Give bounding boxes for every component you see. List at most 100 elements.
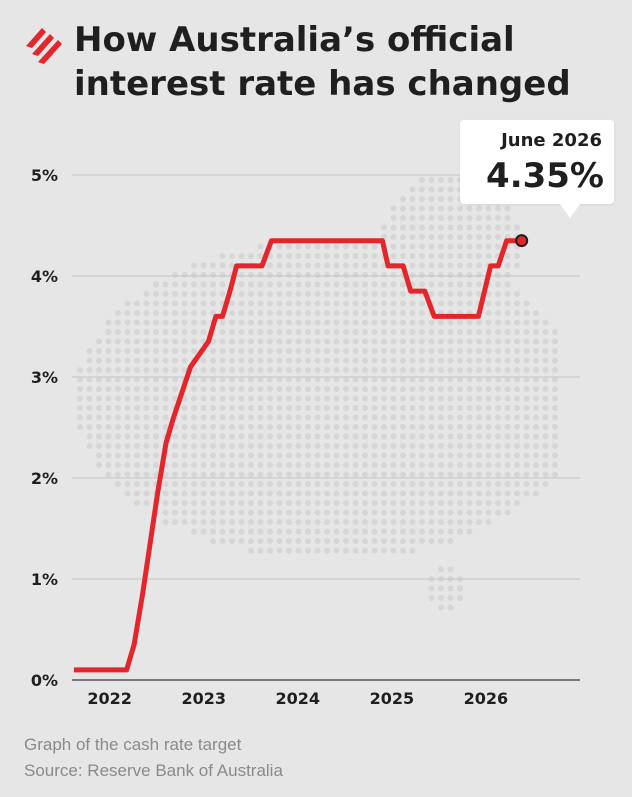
map-dot [447, 196, 454, 202]
map-dot [200, 395, 207, 402]
map-dot [200, 300, 207, 307]
map-dot [124, 357, 131, 364]
map-dot [257, 500, 264, 506]
map-dot [333, 367, 340, 373]
map-dot [495, 243, 501, 250]
map-dot [381, 376, 387, 383]
map-dot [400, 538, 406, 544]
map-dot [476, 281, 482, 288]
map-dot [172, 433, 178, 440]
map-dot [514, 452, 520, 459]
map-dot [390, 395, 397, 402]
map-dot [438, 433, 444, 440]
map-dot [257, 253, 264, 259]
map-dot [305, 481, 311, 487]
map-dot [96, 395, 102, 402]
map-dot [286, 414, 292, 421]
map-dot [153, 395, 159, 402]
map-dot [476, 471, 482, 478]
map-dot [276, 509, 283, 516]
map-dot [504, 433, 511, 440]
map-dot [219, 490, 226, 497]
map-dot [191, 528, 197, 535]
map-dot [447, 509, 454, 516]
map-dot [466, 329, 473, 335]
map-dot [438, 224, 444, 231]
map-dot [343, 424, 349, 430]
map-dot [390, 310, 397, 316]
map-dot [352, 462, 359, 468]
map-dot [409, 481, 416, 487]
map-dot [447, 604, 454, 611]
map-dot [504, 281, 511, 288]
map-dot [115, 424, 121, 430]
map-dot [371, 462, 378, 468]
map-dot [419, 338, 425, 345]
map-dot [352, 253, 359, 259]
map-dot [438, 300, 444, 307]
map-dot [248, 471, 254, 478]
map-dot [219, 519, 226, 525]
map-dot [115, 367, 121, 373]
map-dot [229, 329, 235, 335]
map-dot [181, 348, 188, 354]
map-dot [238, 338, 245, 345]
y-tick-label: 4% [31, 267, 58, 286]
map-dot [238, 329, 245, 335]
map-dot [305, 319, 311, 326]
map-dot [552, 376, 558, 383]
map-dot [447, 357, 454, 364]
map-dot [438, 500, 444, 506]
map-dot [371, 528, 378, 535]
map-dot [286, 547, 292, 554]
map-dot [485, 329, 492, 335]
map-dot [390, 215, 397, 221]
map-dot [362, 471, 368, 478]
map-dot [533, 357, 539, 364]
map-dot [77, 367, 83, 373]
map-dot [409, 538, 416, 544]
map-dot [457, 272, 463, 278]
map-dot [485, 348, 492, 354]
map-dot [333, 281, 340, 288]
map-dot [229, 405, 235, 411]
map-dot [276, 291, 283, 297]
map-dot [457, 500, 463, 506]
map-dot [362, 500, 368, 506]
map-dot [257, 490, 264, 497]
map-dot [514, 471, 520, 478]
map-dot [162, 509, 169, 516]
map-dot [352, 490, 359, 497]
map-dot [333, 414, 340, 421]
map-dot [238, 481, 245, 487]
map-dot [428, 452, 435, 459]
map-dot [428, 595, 435, 601]
map-dot [181, 319, 188, 326]
map-dot [381, 281, 387, 288]
map-dot [533, 376, 539, 383]
map-dot [324, 405, 330, 411]
map-dot [162, 386, 169, 392]
map-dot [248, 272, 254, 278]
map-dot [162, 319, 169, 326]
map-dot [286, 500, 292, 506]
map-dot [371, 310, 378, 316]
map-dot [324, 253, 330, 259]
map-dot [210, 481, 216, 487]
map-dot [476, 519, 482, 525]
map-dot [229, 528, 235, 535]
map-dot [314, 424, 321, 430]
map-dot [485, 300, 492, 307]
map-dot [400, 519, 406, 525]
map-dot [419, 234, 425, 240]
map-dot [552, 338, 558, 345]
map-dot [115, 414, 121, 421]
map-dot [466, 462, 473, 468]
map-dot [409, 310, 416, 316]
map-dot [124, 310, 131, 316]
map-dot [381, 528, 387, 535]
map-dot [115, 395, 121, 402]
map-dot [352, 443, 359, 449]
map-dot [381, 547, 387, 554]
map-dot [552, 367, 558, 373]
